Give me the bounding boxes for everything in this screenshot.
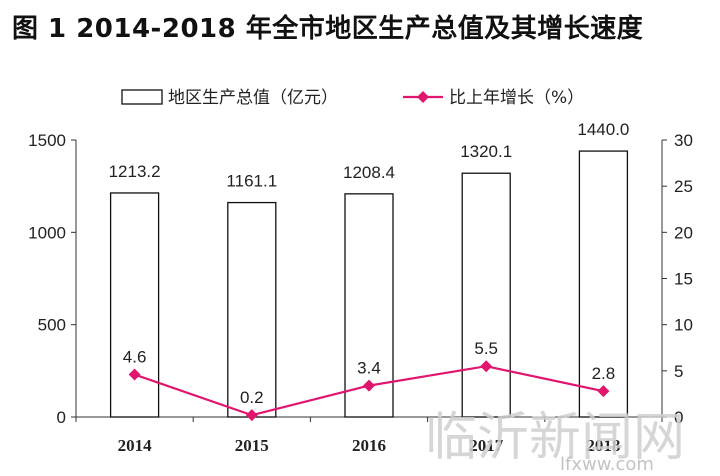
bar-value-label: 1213.2 [109,162,161,181]
x-tick-label: 2014 [118,436,153,455]
y-right-tick-label: 20 [674,223,693,242]
growth-point-marker [480,360,493,373]
legend-line-label: 比上年增长（%） [449,88,584,108]
growth-value-label: 3.4 [357,359,381,378]
growth-value-label: 5.5 [474,339,498,358]
bar [578,150,629,418]
bar-value-label: 1440.0 [577,120,629,139]
y-right-tick-label: 25 [674,177,693,196]
legend-bar-label: 地区生产总值（亿元） [168,88,338,108]
growth-point-marker [245,409,258,422]
bar [109,192,160,418]
bar-value-label: 1161.1 [226,172,277,191]
axes: 0 500 1000 1500 0 5 10 15 20 25 30 2014 2015 2016 2017… [28,131,693,455]
y-right-tick-label: 30 [674,131,693,150]
y-right-tick-label: 0 [674,408,683,427]
y-right-tick-label: 5 [674,362,683,381]
watermark-url-text: lfxww.com [560,454,654,475]
watermark-logo-text: 临沂新闻网 [425,408,685,468]
growth-line: 4.6 0.2 3.4 5.5 2.8 [123,339,616,422]
growth-value-label: 0.2 [240,388,264,407]
growth-value-label: 4.6 [123,348,147,367]
growth-point-marker [128,368,141,381]
chart-title: 图 1 2014-2018 年全市地区生产总值及其增长速度 [12,14,644,44]
legend-line-marker [417,91,429,103]
bar [227,201,277,418]
x-tick-label: 2017 [469,436,504,455]
bar-value-label: 1320.1 [460,142,512,161]
x-tick-label: 2018 [586,436,620,455]
x-tick-label: 2016 [352,436,386,455]
y-left-tick-label: 500 [38,316,66,335]
bar-labels: 1213.2 1161.1 1208.4 1320.1 1440.0 [109,120,630,191]
x-tick-label: 2015 [235,436,269,455]
legend-bar-swatch [121,89,163,105]
y-left-tick-label: 0 [57,408,66,427]
y-left-tick-label: 1000 [28,223,66,242]
growth-point-marker [363,379,375,392]
y-left-tick-label: 1500 [28,131,66,150]
y-right-tick-label: 15 [674,270,693,289]
growth-point-marker [597,385,610,398]
growth-value-label: 2.8 [592,364,616,383]
legend: 地区生产总值（亿元） 比上年增长（%） [121,88,584,108]
y-right-tick-label: 10 [674,316,693,335]
bar [461,172,511,418]
bar-value-label: 1208.4 [343,163,395,182]
